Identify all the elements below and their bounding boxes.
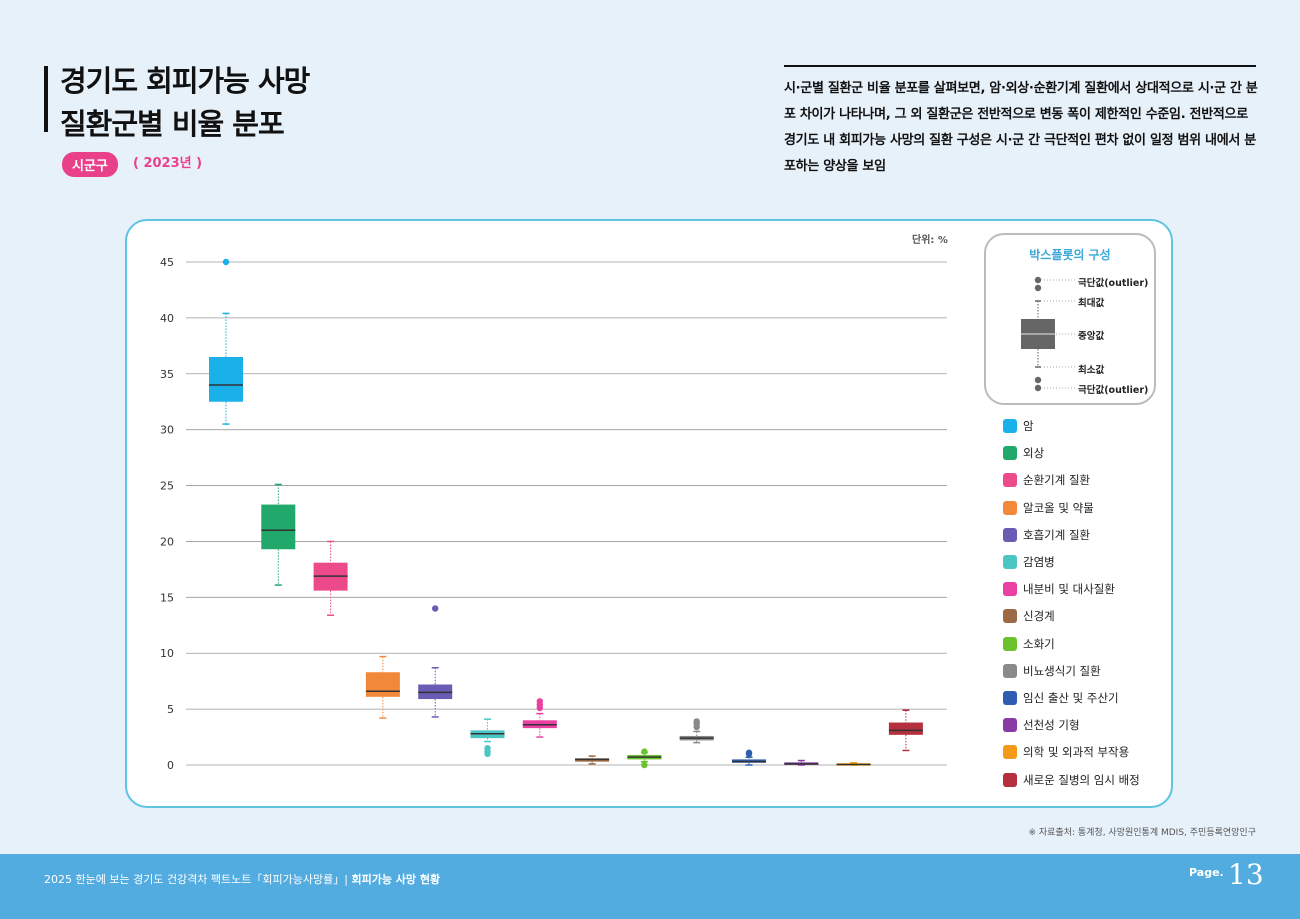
y-tick-label: 10 [160,647,174,660]
legend-label: 순환기계 질환 [1023,473,1091,488]
outlier-point [222,258,230,266]
footer-section: 회피가능 사망 현황 [351,873,441,886]
boxplot-guide: 박스플롯의 구성 극단값(outlier) 최대값 중앙값 최소값 극단값(ou… [984,233,1156,405]
guide-label-min: 최소값 [1078,365,1105,376]
legend-label: 소화기 [1023,636,1055,651]
legend-swatch [1003,691,1017,705]
page-title-line2: 질환군별 비율 분포 [60,107,285,141]
page-label: Page. [1189,866,1224,879]
guide-diagram [1021,276,1076,392]
legend-swatch [1003,718,1017,733]
legend-swatch [1003,555,1017,569]
legend-swatch [1003,500,1017,515]
legend-swatch [1003,609,1017,624]
page-number: 13 [1228,858,1264,891]
legend-label: 의학 및 외과적 부작용 [1023,745,1130,760]
y-tick-label: 45 [160,256,174,269]
legend-swatch [1003,527,1017,542]
guide-title: 박스플롯의 구성 [1029,248,1111,262]
legend-label: 새로운 질병의 임시 배정 [1023,772,1140,787]
box [888,722,923,735]
y-tick-label: 25 [160,480,174,493]
guide-label-outlier-top: 극단값(outlier) [1078,278,1149,289]
y-tick-label: 30 [160,424,174,437]
y-tick-label: 5 [167,703,174,716]
outlier-point [484,750,491,758]
guide-label-max: 최대값 [1078,298,1105,309]
y-tick-label: 0 [167,759,174,772]
y-tick-label: 35 [160,368,174,381]
outlier-point [745,749,753,756]
title-accent-bar [44,66,48,132]
legend-swatch [1003,419,1017,433]
outlier-point [641,761,648,769]
legend-label: 비뇨생식기 질환 [1023,663,1101,678]
y-tick-label: 15 [160,591,174,604]
outlier-point [432,605,439,612]
outlier-point [641,748,648,755]
year-label: ( 2023년 ) [133,156,203,171]
legend-label: 선천성 기형 [1023,718,1080,733]
legend-swatch [1003,446,1017,461]
legend-swatch [1003,745,1017,760]
legend-swatch [1003,582,1017,597]
box [209,357,243,402]
description-divider [784,65,1256,67]
guide-label-outlier-bottom: 극단값(outlier) [1078,385,1149,396]
footer-text: 2025 한눈에 보는 경기도 건강격차 팩트노트「회피가능사망률」| 회피가능… [44,871,440,887]
page-title: 경기도 회피가능 사망 질환군별 비율 분포 [60,60,310,146]
guide-outlier-dot [1034,276,1042,284]
source-note: ※ 자료출처: 통계청, 사망원인통계 MDIS, 주민등록연앙인구 [1028,828,1256,838]
footer: 2025 한눈에 보는 경기도 건강격차 팩트노트「회피가능사망률」| 회피가능… [0,854,1300,919]
legend-label: 암 [1023,419,1034,433]
outlier-point [536,698,543,705]
legend-label: 감염병 [1023,555,1055,569]
legend-swatch [1003,636,1017,651]
footer-publication: 2025 한눈에 보는 경기도 건강격차 팩트노트「회피가능사망률」| [44,873,348,886]
region-badge: 시군구 [62,152,118,177]
legend-swatch [1003,663,1017,678]
legend-label: 외상 [1023,446,1045,461]
guide-label-median: 중앙값 [1078,331,1105,342]
guide-outlier-dot [1034,284,1042,292]
y-tick-label: 20 [160,535,174,548]
legend-swatch [1003,772,1017,787]
page-title-line1: 경기도 회피가능 사망 [60,64,310,98]
outlier-point [693,718,700,725]
legend-label: 신경계 [1023,609,1055,624]
box [261,504,296,550]
legend-swatch [1003,473,1017,488]
legend-label: 임신 출산 및 주산기 [1023,691,1119,705]
y-tick-label: 40 [160,312,174,325]
description-text: 시·군별 질환군 비율 분포를 살펴보면, 암·외상·순환기계 질환에서 상대적… [784,81,1258,174]
guide-outlier-dot [1034,376,1042,384]
box [365,672,400,697]
unit-label: 단위: % [912,235,948,246]
guide-outlier-dot [1034,384,1042,392]
legend-label: 호흡기계 질환 [1023,527,1091,542]
legend-label: 내분비 및 대사질환 [1023,582,1115,597]
legend-label: 알코올 및 약물 [1023,500,1094,515]
